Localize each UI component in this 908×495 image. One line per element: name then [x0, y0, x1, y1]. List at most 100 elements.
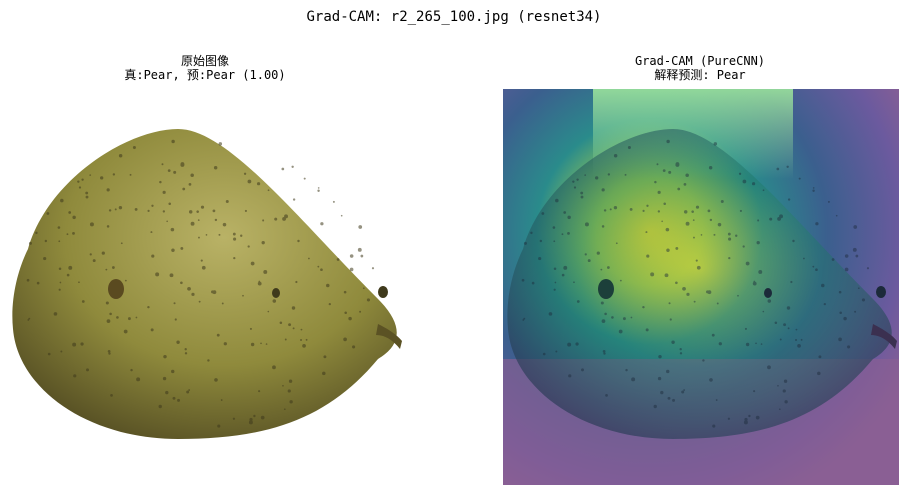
pear-speck: [611, 316, 614, 319]
pear-speck: [28, 317, 31, 320]
pear-speck: [665, 227, 670, 232]
pear-speck: [44, 239, 48, 243]
pear-speck: [182, 187, 186, 191]
pear-speck: [573, 281, 575, 284]
pear-speck: [552, 226, 556, 229]
pear-speck: [299, 338, 303, 342]
pear-speck: [812, 265, 815, 268]
pear-speck: [221, 302, 224, 305]
pear-speck: [555, 198, 559, 203]
pear-speck: [151, 254, 155, 258]
pear-speck: [728, 237, 732, 241]
pear-speck: [317, 187, 320, 189]
pear-speck: [629, 207, 633, 211]
pear-speck: [522, 319, 525, 321]
pear-speck: [110, 394, 113, 397]
pear-speck: [256, 182, 261, 186]
pear-speck: [136, 377, 141, 382]
pear-speck: [745, 342, 750, 347]
pear-speck: [186, 390, 190, 394]
pear-speck: [695, 205, 700, 209]
pear-speck: [287, 389, 291, 393]
pear-speck: [727, 232, 731, 236]
pear-speck: [662, 169, 666, 172]
pear-speck: [77, 180, 80, 183]
pear-speck: [81, 300, 85, 303]
pear-speck: [664, 273, 669, 278]
pear-speck: [563, 211, 567, 214]
pear-speck: [752, 281, 757, 286]
pear-speck: [756, 240, 760, 245]
pear-speck: [107, 350, 111, 353]
pear-speck: [218, 233, 221, 236]
pear-speck: [267, 189, 270, 192]
original-image-title-line1: 原始图像: [180, 54, 229, 68]
pear-speck: [713, 142, 718, 146]
pear-speck: [600, 301, 604, 305]
pear-speck: [68, 211, 72, 214]
pear-speck: [817, 371, 821, 376]
pear-speck: [668, 302, 671, 305]
pear-speck: [72, 231, 75, 235]
pear-speck: [89, 253, 92, 256]
pear-speck: [26, 278, 30, 282]
pear-speck: [767, 365, 771, 370]
pear-speck: [567, 231, 570, 235]
pear-speck: [575, 342, 579, 346]
pear-speck: [302, 343, 306, 348]
pear-speck: [581, 368, 585, 372]
pear-speck: [677, 187, 681, 191]
pear-speck: [584, 253, 587, 256]
pear-speck: [646, 204, 649, 207]
pear-speck: [691, 210, 694, 213]
pear-speck: [642, 305, 645, 309]
original-image-title: 原始图像 真:Pear, 预:Pear (1.00): [5, 54, 405, 82]
pear-speck: [627, 146, 631, 150]
pear-speck: [242, 294, 244, 297]
pear-speck: [105, 268, 108, 271]
pear-photo: [12, 129, 402, 439]
pear-speck: [89, 222, 94, 227]
pear-speck: [712, 424, 716, 428]
pear-speck: [127, 317, 131, 321]
pear-speck: [709, 218, 713, 222]
pear-speck: [360, 254, 364, 258]
pear-speck: [563, 265, 568, 270]
original-image-title-line2: 真:Pear, 预:Pear (1.00): [124, 68, 286, 82]
pear-speck: [715, 399, 718, 401]
pear-speck: [580, 191, 584, 195]
pear-speck: [713, 233, 716, 236]
pear-speck: [584, 222, 589, 227]
pear-speck: [794, 338, 798, 342]
pear-speck: [803, 257, 805, 260]
pear-speck: [542, 352, 546, 356]
pear-speck: [171, 139, 175, 144]
pear-speck: [244, 209, 248, 213]
pear-speck: [539, 239, 543, 243]
pear-speck: [108, 209, 112, 212]
pear-speck: [200, 259, 203, 262]
pear-speck: [283, 408, 286, 411]
pear-speck: [197, 219, 200, 221]
pear-speck: [190, 173, 194, 178]
pear-speck: [80, 342, 84, 346]
pear-speck: [198, 300, 201, 303]
pear-speck: [650, 272, 655, 277]
pear-speck: [106, 188, 110, 192]
pear-speck: [600, 268, 603, 271]
pear-speck: [371, 267, 375, 270]
pear-speck: [568, 374, 572, 378]
pear-speck: [753, 390, 756, 393]
pear-speck: [78, 186, 82, 189]
pear-speck: [60, 350, 63, 353]
pear-speck: [606, 266, 610, 269]
pear-speck: [150, 231, 153, 234]
pear-speck: [218, 142, 223, 146]
pear-speck: [323, 355, 327, 359]
pear-speck: [681, 390, 685, 394]
pear-speck: [686, 292, 690, 296]
pear-speck: [672, 398, 676, 402]
pear-speck: [297, 239, 300, 243]
pear-speck: [281, 167, 285, 171]
pear-speck: [790, 280, 793, 284]
